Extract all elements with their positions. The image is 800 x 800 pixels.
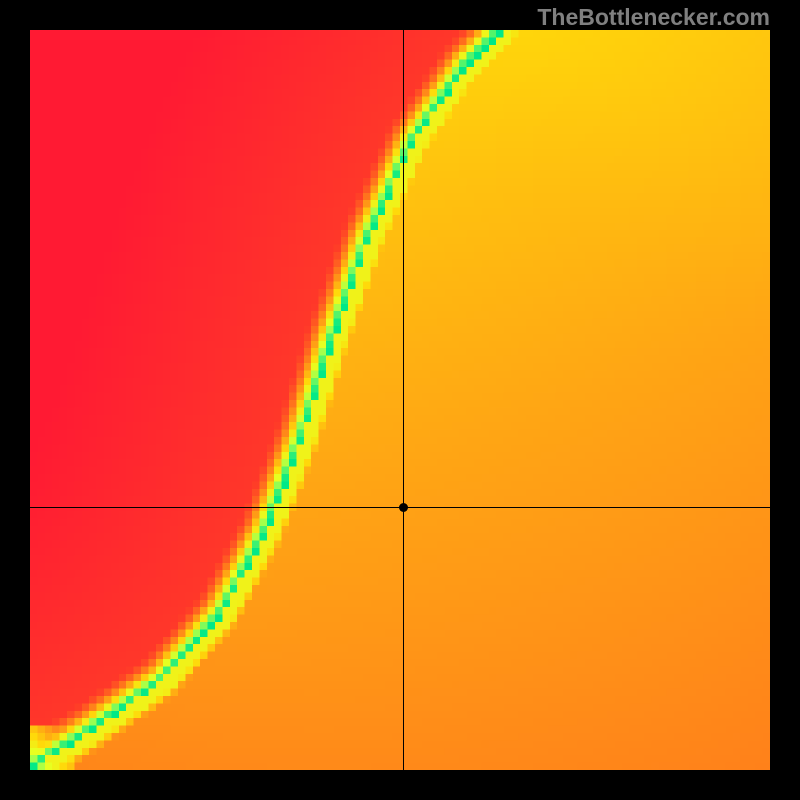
bottleneck-heatmap xyxy=(30,30,770,770)
chart-container: TheBottlenecker.com xyxy=(0,0,800,800)
data-point-marker xyxy=(399,503,408,512)
crosshair-vertical xyxy=(403,30,404,770)
watermark-text: TheBottlenecker.com xyxy=(537,4,770,31)
